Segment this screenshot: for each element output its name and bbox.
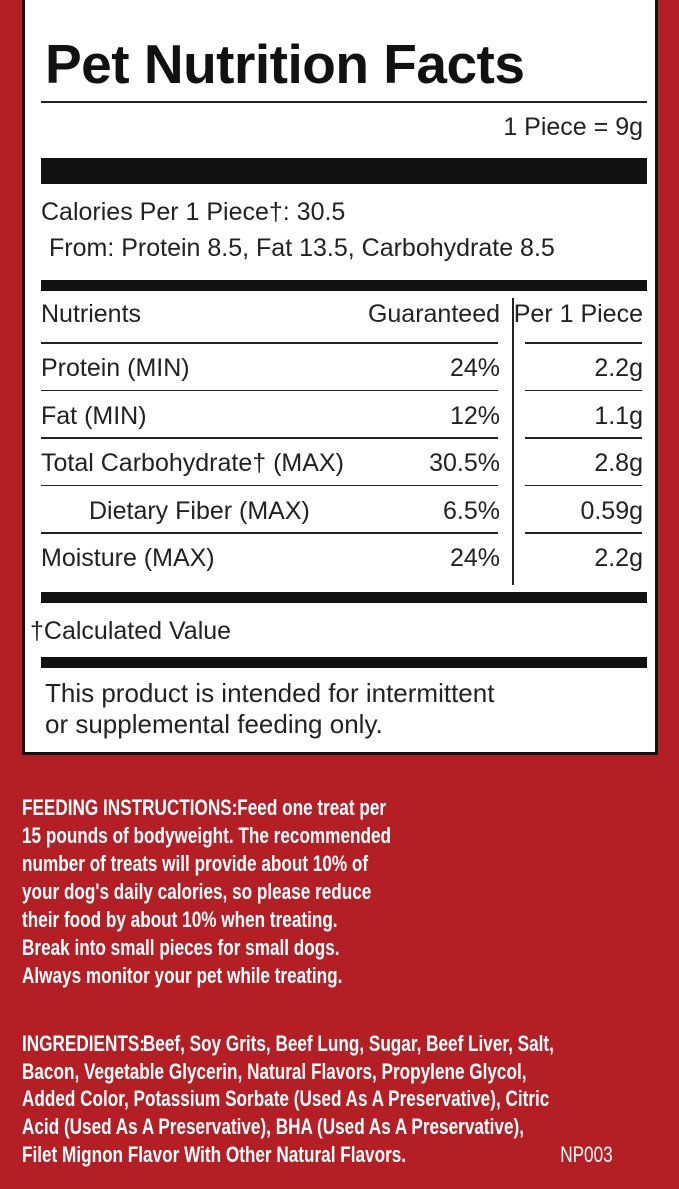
row-rule [41,532,498,534]
nutrient-name: Protein (MIN) [41,354,190,382]
nutrient-name: Fat (MIN) [41,401,147,430]
footnote: †Calculated Value [30,617,232,645]
column-divider [512,298,514,585]
guaranteed-value: 12% [449,401,500,430]
guaranteed-value: 24% [449,544,500,572]
row-rule [41,437,498,439]
feeding-label: FEEDING INSTRUCTIONS: [22,795,238,820]
per-piece-value: 2.2g [594,544,643,572]
per-piece-value: 1.1g [594,401,643,430]
ingredients-text: Acid (Used As A Preservative), BHA (Used… [22,1114,524,1140]
row-rule [525,532,642,534]
ingredients-label: INGREDIENTS: [22,1031,145,1056]
ingredients-text: Filet Mignon Flavor With Other Natural F… [22,1141,407,1167]
calories-from: From: Protein 8.5, Fat 13.5, Carbohydrat… [49,234,555,262]
guaranteed-value: 6.5% [443,496,500,525]
statement: or supplemental feeding only. [45,709,383,739]
product-code: NP003 [560,1141,613,1167]
feeding-text: Feed one treat per [237,795,387,820]
row-rule [41,389,498,391]
rule [41,280,647,291]
header-cell: Per 1 Piece [513,300,643,328]
ingredients-text: Beef, Soy Grits, Beef Lung, Sugar, Beef … [142,1031,554,1056]
rule [41,158,647,184]
header-cell: Nutrients [41,300,142,328]
rule [41,657,647,668]
nutrition-panel: Pet Nutrition Facts 1 Piece = 9g Calorie… [22,0,658,755]
row-rule [525,342,642,344]
statement: This product is intended for intermitten… [45,678,495,708]
per-piece-value: 2.8g [594,449,643,477]
rule [41,101,647,103]
feeding-text: Break into small pieces for small dogs. [22,935,340,960]
feeding-text: number of treats will provide about 10% … [22,851,369,876]
row-rule [525,389,642,391]
serving: 1 Piece = 9g [503,113,643,141]
rule [41,592,647,603]
row-rule [525,484,642,486]
nutrient-name: Total Carbohydrate† (MAX) [41,449,344,477]
per-piece-value: 0.59g [580,496,643,525]
guaranteed-value: 24% [449,354,500,382]
row-rule [41,342,498,344]
feeding-text: their food by about 10% when treating. [22,907,338,932]
feeding-text: 15 pounds of bodyweight. The recommended [22,823,391,848]
nutrient-name: Moisture (MAX) [41,544,215,572]
calories: Calories Per 1 Piece†: 30.5 [41,198,346,226]
per-piece-value: 2.2g [594,354,643,382]
row-rule [41,484,498,486]
feeding-text: your dog's daily calories, so please red… [22,879,372,904]
row-rule [525,437,642,439]
guaranteed-value: 30.5% [429,449,500,477]
feeding-text: Always monitor your pet while treating. [22,963,343,988]
ingredients-text: Added Color, Potassium Sorbate (Used As … [22,1086,550,1112]
header-cell: Guaranteed [367,300,500,328]
nutrient-name: Dietary Fiber (MAX) [89,496,310,525]
title: Pet Nutrition Facts [45,33,525,95]
ingredients-text: Bacon, Vegetable Glycerin, Natural Flavo… [22,1058,527,1084]
